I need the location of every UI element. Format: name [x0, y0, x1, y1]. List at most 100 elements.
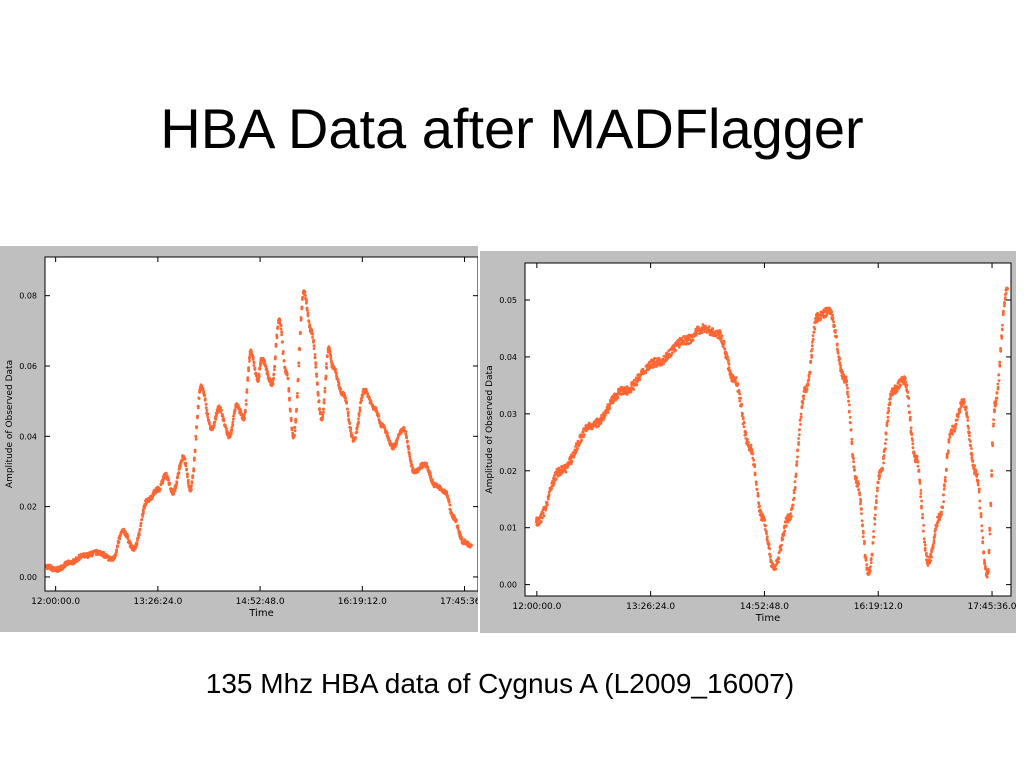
data-point: [883, 447, 887, 451]
data-point: [316, 381, 319, 384]
data-point: [884, 438, 888, 441]
data-point: [755, 487, 759, 491]
data-point: [257, 375, 261, 378]
data-point: [184, 461, 188, 465]
data-point: [780, 543, 783, 547]
data-point: [312, 344, 316, 348]
data-point: [190, 484, 193, 487]
data-point: [175, 480, 179, 484]
data-point: [318, 408, 321, 411]
data-point: [324, 374, 328, 378]
data-point: [305, 306, 309, 310]
data-point: [287, 389, 291, 393]
data-point: [796, 448, 800, 452]
data-point: [792, 491, 796, 495]
data-point: [404, 432, 408, 436]
data-point: [845, 383, 849, 387]
data-point: [274, 342, 278, 346]
data-point: [954, 422, 958, 426]
data-point: [999, 347, 1002, 350]
data-point: [769, 555, 772, 559]
data-point: [299, 317, 303, 321]
data-point: [895, 389, 899, 392]
data-point: [976, 481, 980, 485]
data-point: [608, 404, 611, 408]
data-point: [406, 439, 409, 443]
data-point: [695, 333, 698, 337]
data-point: [949, 428, 954, 433]
data-point: [53, 567, 58, 572]
data-point: [458, 530, 462, 534]
data-point: [922, 537, 926, 541]
data-point: [191, 476, 195, 480]
data-point: [602, 418, 605, 422]
data-point: [744, 431, 748, 434]
data-point: [911, 442, 915, 446]
data-point: [967, 426, 970, 430]
data-point: [942, 487, 946, 491]
data-point: [294, 419, 297, 422]
data-point: [546, 497, 550, 501]
data-point: [889, 397, 892, 401]
data-point: [763, 518, 766, 522]
data-point: [813, 327, 817, 331]
data-point: [742, 425, 746, 429]
data-point: [1004, 292, 1008, 295]
data-point: [1003, 301, 1006, 304]
data-point: [246, 376, 250, 379]
plot-frame: [44, 256, 478, 592]
data-point: [909, 429, 913, 433]
data-point: [998, 360, 1002, 364]
data-point: [859, 508, 863, 511]
data-point: [604, 414, 607, 417]
data-point: [422, 462, 427, 467]
data-point: [980, 529, 984, 533]
data-point: [604, 411, 608, 415]
data-point: [541, 512, 545, 516]
data-point: [965, 413, 969, 417]
data-point: [644, 371, 648, 375]
data-point: [329, 357, 333, 361]
data-point: [460, 537, 464, 540]
data-point: [983, 558, 986, 562]
data-point: [842, 373, 845, 376]
data-point: [808, 371, 812, 375]
data-point: [126, 534, 130, 538]
data-point: [732, 377, 737, 382]
data-point: [186, 475, 189, 479]
data-point: [179, 462, 183, 465]
data-point: [170, 490, 175, 495]
data-point: [229, 432, 233, 436]
data-point: [799, 423, 802, 426]
data-point: [141, 510, 145, 513]
data-point: [204, 402, 208, 406]
data-point: [308, 323, 312, 326]
data-point: [875, 494, 878, 498]
data-point: [295, 408, 298, 412]
data-point: [978, 499, 982, 503]
x-tick-label: 16:19:12.0: [854, 602, 903, 612]
data-point: [569, 462, 573, 466]
data-point: [795, 464, 799, 467]
data-point: [869, 561, 873, 564]
data-point: [408, 457, 412, 461]
data-point: [322, 401, 326, 404]
data-point: [852, 465, 856, 469]
data-point: [977, 487, 981, 491]
data-point: [360, 399, 363, 402]
data-point: [990, 469, 993, 473]
data-point: [290, 428, 294, 432]
data-point: [355, 427, 359, 431]
data-point: [958, 410, 962, 414]
data-point: [357, 417, 360, 421]
data-point: [862, 541, 866, 545]
data-point: [137, 533, 141, 537]
data-point: [553, 474, 556, 478]
data-point: [678, 336, 682, 340]
data-point: [243, 413, 246, 416]
data-point: [946, 449, 950, 453]
data-point: [540, 520, 543, 523]
data-point: [725, 355, 729, 359]
data-point: [784, 525, 788, 528]
data-point: [167, 478, 171, 482]
